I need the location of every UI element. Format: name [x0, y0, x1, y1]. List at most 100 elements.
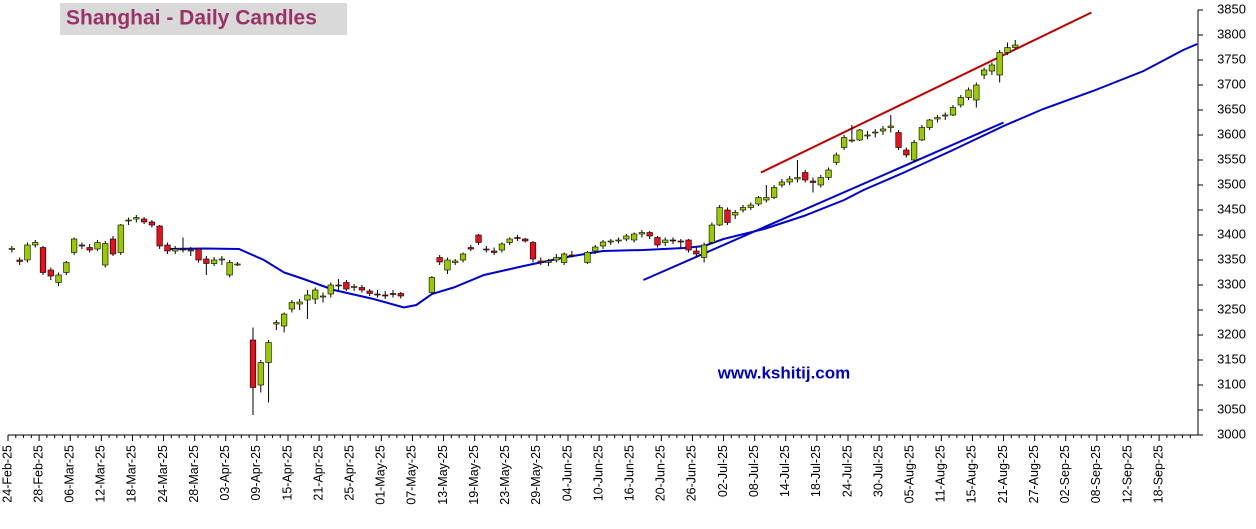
- x-tick-label: 10-Jun-25: [591, 445, 605, 501]
- candle-body: [506, 238, 513, 243]
- candle-body: [615, 239, 622, 242]
- candle-body: [8, 248, 15, 250]
- candle-body: [436, 257, 443, 263]
- candle-body: [755, 197, 762, 205]
- candle-body: [351, 286, 358, 288]
- candle-body: [747, 204, 754, 208]
- x-tick-label: 13-May-25: [436, 445, 450, 505]
- candle-body: [638, 232, 645, 235]
- candle-body: [708, 224, 715, 243]
- x-tick-label: 27-Aug-25: [1027, 445, 1041, 503]
- candle-body: [631, 233, 638, 241]
- x-tick-label: 06-Mar-25: [63, 445, 77, 503]
- candle-body: [537, 260, 544, 263]
- candle-body: [685, 239, 692, 251]
- candle-body: [179, 248, 187, 251]
- y-tick-label: 3200: [1217, 326, 1246, 341]
- x-tick-label: 24-Feb-25: [0, 445, 14, 503]
- x-tick-label: 16-Jun-25: [623, 445, 637, 501]
- candle-body: [234, 263, 241, 266]
- x-tick-label: 25-Apr-25: [343, 445, 357, 501]
- y-tick-label: 3700: [1217, 76, 1246, 91]
- candle-body: [918, 127, 925, 141]
- candle-body: [693, 250, 700, 255]
- x-tick-label: 24-Jul-25: [840, 445, 854, 497]
- candle-body: [203, 258, 210, 264]
- y-tick-label: 3850: [1217, 1, 1246, 16]
- x-tick-label: 18-Jul-25: [809, 445, 823, 497]
- candle-body: [498, 243, 505, 251]
- candle-body: [646, 232, 653, 237]
- candle-body: [903, 149, 910, 156]
- candle-body: [249, 339, 257, 388]
- candle-body: [156, 225, 163, 247]
- y-tick-label: 3100: [1217, 376, 1246, 391]
- candle-body: [732, 212, 739, 216]
- y-tick-label: 3500: [1217, 176, 1246, 191]
- x-tick-label: 15-Aug-25: [965, 445, 979, 503]
- candle-body: [109, 238, 117, 255]
- y-tick-label: 3150: [1217, 351, 1246, 366]
- candle-body: [491, 250, 498, 253]
- x-tick-label: 26-Jun-25: [685, 445, 699, 501]
- candle-body: [452, 260, 459, 263]
- y-tick-label: 3750: [1217, 51, 1246, 66]
- candle-body: [218, 258, 225, 261]
- candle-body: [366, 290, 373, 294]
- x-tick-label: 09-Apr-25: [249, 445, 263, 501]
- candle-body: [265, 342, 272, 363]
- x-tick-label: 28-Mar-25: [187, 445, 201, 503]
- candle-body: [895, 132, 902, 148]
- candle-body: [825, 169, 832, 178]
- candle-body: [296, 301, 303, 305]
- candle-body: [584, 252, 591, 263]
- candle-body: [973, 84, 980, 101]
- candle-body: [716, 207, 723, 226]
- chart-title: Shanghai - Daily Candles: [66, 7, 317, 30]
- candle-body: [553, 257, 560, 261]
- y-tick-label: 3450: [1217, 201, 1246, 216]
- candle-body: [24, 244, 31, 261]
- candle-body: [887, 125, 894, 128]
- candle-body: [529, 242, 537, 260]
- candle-body: [794, 177, 801, 180]
- x-tick-label: 04-Jun-25: [560, 445, 574, 501]
- candle-body: [71, 238, 78, 253]
- candle-body: [327, 284, 334, 295]
- y-tick-label: 3300: [1217, 276, 1246, 291]
- candle-body: [187, 249, 194, 252]
- x-tick-label: 15-Apr-25: [280, 445, 294, 501]
- candle-body: [957, 97, 964, 106]
- x-tick-label: 05-Aug-25: [903, 445, 917, 503]
- candle-body: [1004, 47, 1011, 53]
- x-tick-label: 08-Jul-25: [747, 445, 761, 497]
- candle-body: [397, 293, 404, 297]
- candle-body: [475, 234, 482, 243]
- candle-body: [522, 238, 529, 242]
- candle-body: [988, 64, 995, 72]
- candle-body: [677, 240, 684, 243]
- y-tick-label: 3600: [1217, 126, 1246, 141]
- candle-body: [226, 262, 233, 276]
- candle-body: [47, 269, 54, 277]
- candle-body: [312, 289, 319, 300]
- y-tick-label: 3800: [1217, 26, 1246, 41]
- candle-body: [374, 293, 381, 296]
- candle-body: [16, 259, 23, 262]
- candle-body: [926, 119, 933, 128]
- candle-body: [965, 89, 972, 98]
- candle-body: [164, 244, 171, 252]
- candle-body: [257, 362, 264, 386]
- candle-body: [94, 242, 101, 250]
- x-tick-label: 07-May-25: [405, 445, 419, 505]
- candle-body: [444, 259, 451, 271]
- y-tick-label: 3050: [1217, 401, 1246, 416]
- candle-body: [281, 313, 288, 327]
- candle-body: [599, 241, 607, 247]
- candle-body: [288, 302, 295, 310]
- x-tick-label: 14-Jul-25: [778, 445, 792, 497]
- candle-body: [662, 239, 669, 243]
- candle-body: [996, 52, 1003, 76]
- candle-body: [343, 282, 350, 290]
- candle-body: [786, 178, 793, 183]
